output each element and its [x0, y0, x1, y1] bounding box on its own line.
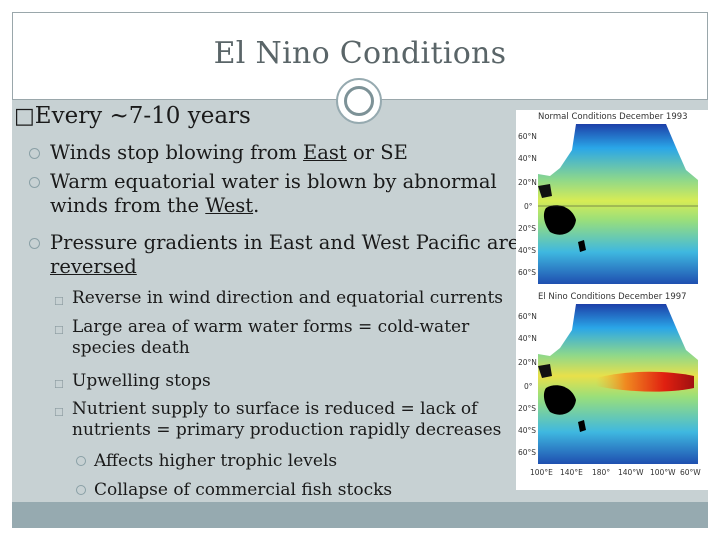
circle-bullet-icon: [76, 456, 86, 466]
sst-map-el-nino-image: [538, 304, 708, 464]
bullet-level2: Winds stop blowing from East or SE: [29, 141, 520, 165]
slide-title: El Nino Conditions: [213, 36, 507, 71]
bullet-level1: □Every ~7-10 years: [14, 103, 251, 130]
sst-map-el-nino: El Nino Conditions December 1997: [516, 290, 710, 490]
circle-bullet-icon: [29, 177, 40, 188]
square-bullet-icon: ☐: [54, 295, 64, 308]
lat-label: 60°S: [518, 268, 537, 277]
bullet-level3: ☐ Nutrient supply to surface is reduced …: [54, 399, 507, 441]
lon-label: 100°E: [530, 468, 553, 477]
bullet-level2: Pressure gradients in East and West Paci…: [29, 231, 520, 279]
map-caption: Normal Conditions December 1993: [538, 112, 688, 122]
underlined-word: West: [205, 194, 254, 217]
lat-label: 60°N: [518, 132, 537, 141]
lon-label: 140°W: [618, 468, 644, 477]
lon-label: 60°W: [680, 468, 701, 477]
bullet-text: Upwelling stops: [72, 371, 211, 391]
bullet-level3: ☐ Upwelling stops: [54, 371, 492, 392]
bullet-text: Warm equatorial water is blown by abnorm…: [50, 170, 497, 217]
square-bullet-icon: ☐: [54, 378, 64, 391]
lat-label: 40°N: [518, 334, 537, 343]
circle-ornament-icon: [336, 78, 382, 124]
square-bullet-icon: ☐: [54, 324, 64, 337]
lat-label: 0°: [524, 202, 533, 211]
footer-bar: [12, 502, 708, 528]
square-bullet-icon: ☐: [54, 406, 64, 419]
lon-label: 100°W: [650, 468, 676, 477]
sst-map-normal-image: [538, 124, 708, 284]
bullet-text: Affects higher trophic levels: [94, 451, 338, 471]
lat-label: 60°N: [518, 312, 537, 321]
square-bullet-icon: □: [14, 104, 35, 129]
lat-label: 60°S: [518, 448, 537, 457]
bullet-text: Reverse in wind direction and equatorial…: [72, 288, 504, 308]
circle-bullet-icon: [76, 485, 86, 495]
bullet-level4: Collapse of commercial fish stocks: [76, 480, 393, 501]
bullet-text: .: [253, 194, 260, 217]
bullet-level3: ☐ Large area of warm water forms = cold-…: [54, 317, 492, 359]
underlined-word: reversed: [50, 255, 137, 278]
bullet-level4: Affects higher trophic levels: [76, 451, 338, 472]
circle-bullet-icon: [29, 238, 40, 249]
underlined-word: East: [303, 141, 347, 164]
lat-label: 0°: [524, 382, 533, 391]
lon-label: 140°E: [560, 468, 583, 477]
lat-label: 40°S: [518, 246, 537, 255]
bullet-text: Large area of warm water forms = cold-wa…: [72, 317, 470, 358]
lat-label: 20°S: [518, 224, 537, 233]
bullet-level3: ☐ Reverse in wind direction and equatori…: [54, 288, 522, 309]
lat-label: 20°S: [518, 404, 537, 413]
map-caption: El Nino Conditions December 1997: [538, 292, 687, 302]
lat-label: 20°N: [518, 178, 537, 187]
lat-label: 40°S: [518, 426, 537, 435]
bullet-text: or SE: [346, 141, 408, 164]
bullet-text: Winds stop blowing from: [50, 141, 304, 164]
lon-label: 180°: [592, 468, 611, 477]
circle-bullet-icon: [29, 148, 40, 159]
lat-label: 40°N: [518, 154, 537, 163]
bullet-text: Collapse of commercial fish stocks: [94, 480, 393, 500]
bullet-level2: Warm equatorial water is blown by abnorm…: [29, 170, 505, 218]
sst-map-normal: Normal Conditions December 1993 60°N 40°…: [516, 110, 710, 290]
bullet-text: Nutrient supply to surface is reduced = …: [72, 399, 502, 440]
bullet-level1-text: Every ~7-10 years: [34, 103, 251, 129]
lat-label: 20°N: [518, 358, 537, 367]
bullet-text: Pressure gradients in East and West Paci…: [50, 231, 520, 254]
